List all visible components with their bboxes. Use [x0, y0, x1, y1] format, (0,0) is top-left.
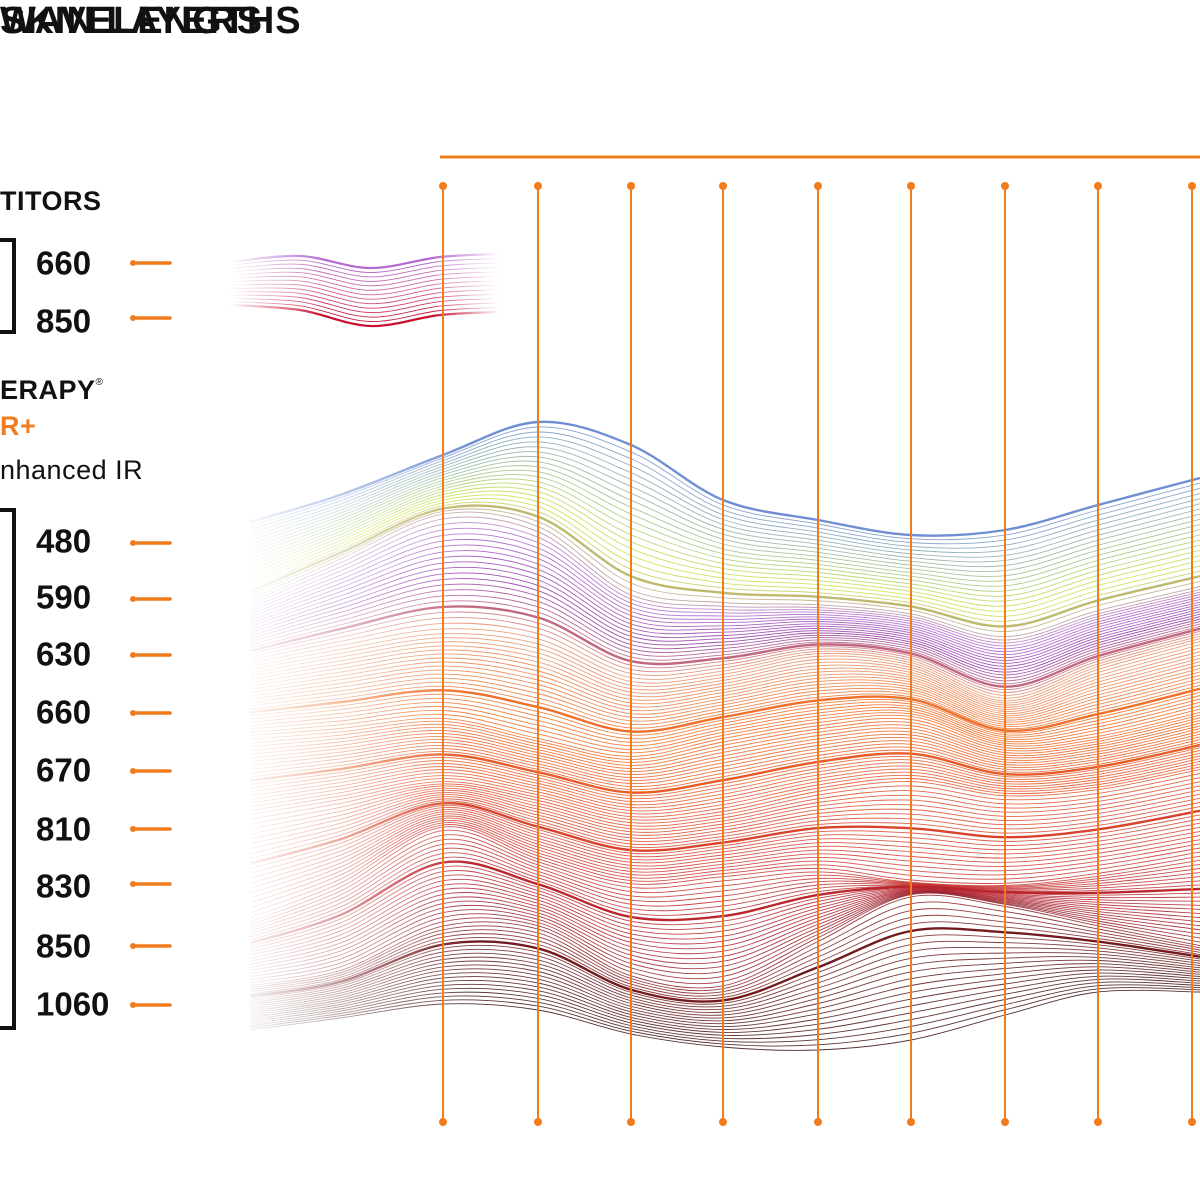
skin-layer-dot	[719, 1118, 727, 1126]
therapy-wavelength-label: 480	[36, 522, 92, 560]
competitor-wave-line	[229, 252, 501, 270]
enhanced-ir-label: nhanced IR	[0, 455, 144, 485]
wave-line	[249, 511, 1200, 638]
therapy-wavelength-label: 850	[36, 927, 92, 965]
competitor-wave-line	[229, 266, 501, 282]
competitor-wave-line	[229, 258, 501, 273]
wave-line	[249, 544, 1200, 656]
competitor-wave-line	[229, 262, 501, 278]
competitor-wave-line	[229, 275, 501, 291]
therapy-wavelength-label: 1060	[36, 985, 110, 1023]
label-dash-dot	[130, 826, 136, 832]
wave-line	[249, 451, 1200, 563]
label-dash-dot	[130, 315, 136, 321]
wave-line	[249, 455, 1200, 568]
competitor-wave-line	[229, 294, 501, 314]
therapy-wavelength-label: 660	[36, 693, 92, 731]
skin-layer-dot	[1001, 1118, 1009, 1126]
skin-layer-dot	[1001, 182, 1009, 190]
therapy-wavelength-label: 670	[36, 751, 92, 789]
label-dashes	[130, 260, 172, 1008]
competitor-wave-line	[229, 291, 501, 309]
skin-layer-dot	[1188, 1118, 1196, 1126]
wavelengths-heading: WAVELENGTHS	[0, 0, 302, 42]
skin-layer-dot	[534, 182, 542, 190]
wave-line	[249, 826, 1200, 919]
competitor-wave-line	[229, 287, 501, 305]
label-dash-dot	[130, 596, 136, 602]
skin-layer-dot	[719, 182, 727, 190]
wave-line	[249, 522, 1200, 644]
skin-layer-dot	[534, 1118, 542, 1126]
label-dash-dot	[130, 260, 136, 266]
competitor-bracket	[0, 238, 16, 334]
skin-layer-dot	[1094, 1118, 1102, 1126]
skin-layer-dot	[439, 182, 447, 190]
label-dash-dot	[130, 943, 136, 949]
wave-line	[249, 465, 1200, 577]
label-dash-dot	[130, 710, 136, 716]
skin-layer-dot	[907, 1118, 915, 1126]
therapy-wavelength-label: 810	[36, 810, 92, 848]
therapy-title: ERAPY®	[0, 375, 104, 405]
label-dash-dot	[130, 652, 136, 658]
therapy-wavelength-label: 630	[36, 635, 92, 673]
wave-line	[249, 813, 1200, 889]
competitors-title: TITORS	[0, 186, 102, 216]
competitor-wave-line	[229, 279, 501, 296]
competitor-wavelength-label: 850	[36, 302, 92, 340]
skin-layer-dot	[1094, 182, 1102, 190]
skin-layer-dot	[1188, 182, 1196, 190]
wave-line	[249, 987, 1200, 1047]
therapy-wavelength-label: 590	[36, 578, 92, 616]
label-dash-dot	[130, 768, 136, 774]
skin-layer-dot	[907, 182, 915, 190]
therapy-subtitle: R+	[0, 411, 37, 441]
competitor-wave-line	[229, 283, 501, 300]
wave-line	[249, 538, 1200, 653]
wave-line	[249, 984, 1200, 1043]
competitor-waves	[229, 252, 501, 328]
competitor-wave-line	[229, 297, 501, 318]
wave-line	[249, 436, 1200, 549]
competitor-wave-line	[229, 301, 501, 322]
label-dash-dot	[130, 540, 136, 546]
therapy-bracket	[0, 508, 16, 1030]
competitor-wave-line	[229, 271, 501, 287]
therapy-wavelength-label: 830	[36, 867, 92, 905]
competitor-wavelength-label: 660	[36, 244, 92, 282]
wave-line	[249, 504, 1200, 628]
skin-layer-dot	[814, 182, 822, 190]
label-dash-dot	[130, 881, 136, 887]
registered-icon: ®	[95, 377, 104, 388]
wave-line	[249, 527, 1200, 647]
skin-layer-dot	[439, 1118, 447, 1126]
therapy-waves	[249, 420, 1200, 1051]
skin-layers-heading: SKIN LAYERS	[0, 0, 263, 42]
skin-layer-dot	[814, 1118, 822, 1126]
label-dash-dot	[130, 1002, 136, 1008]
competitor-wave-line	[229, 303, 501, 328]
skin-layer-lines	[439, 182, 1196, 1126]
wave-line	[249, 981, 1200, 1040]
skin-layer-dot	[627, 182, 635, 190]
wave-line	[249, 843, 1200, 932]
wave-line	[249, 469, 1200, 582]
skin-layer-dot	[627, 1118, 635, 1126]
